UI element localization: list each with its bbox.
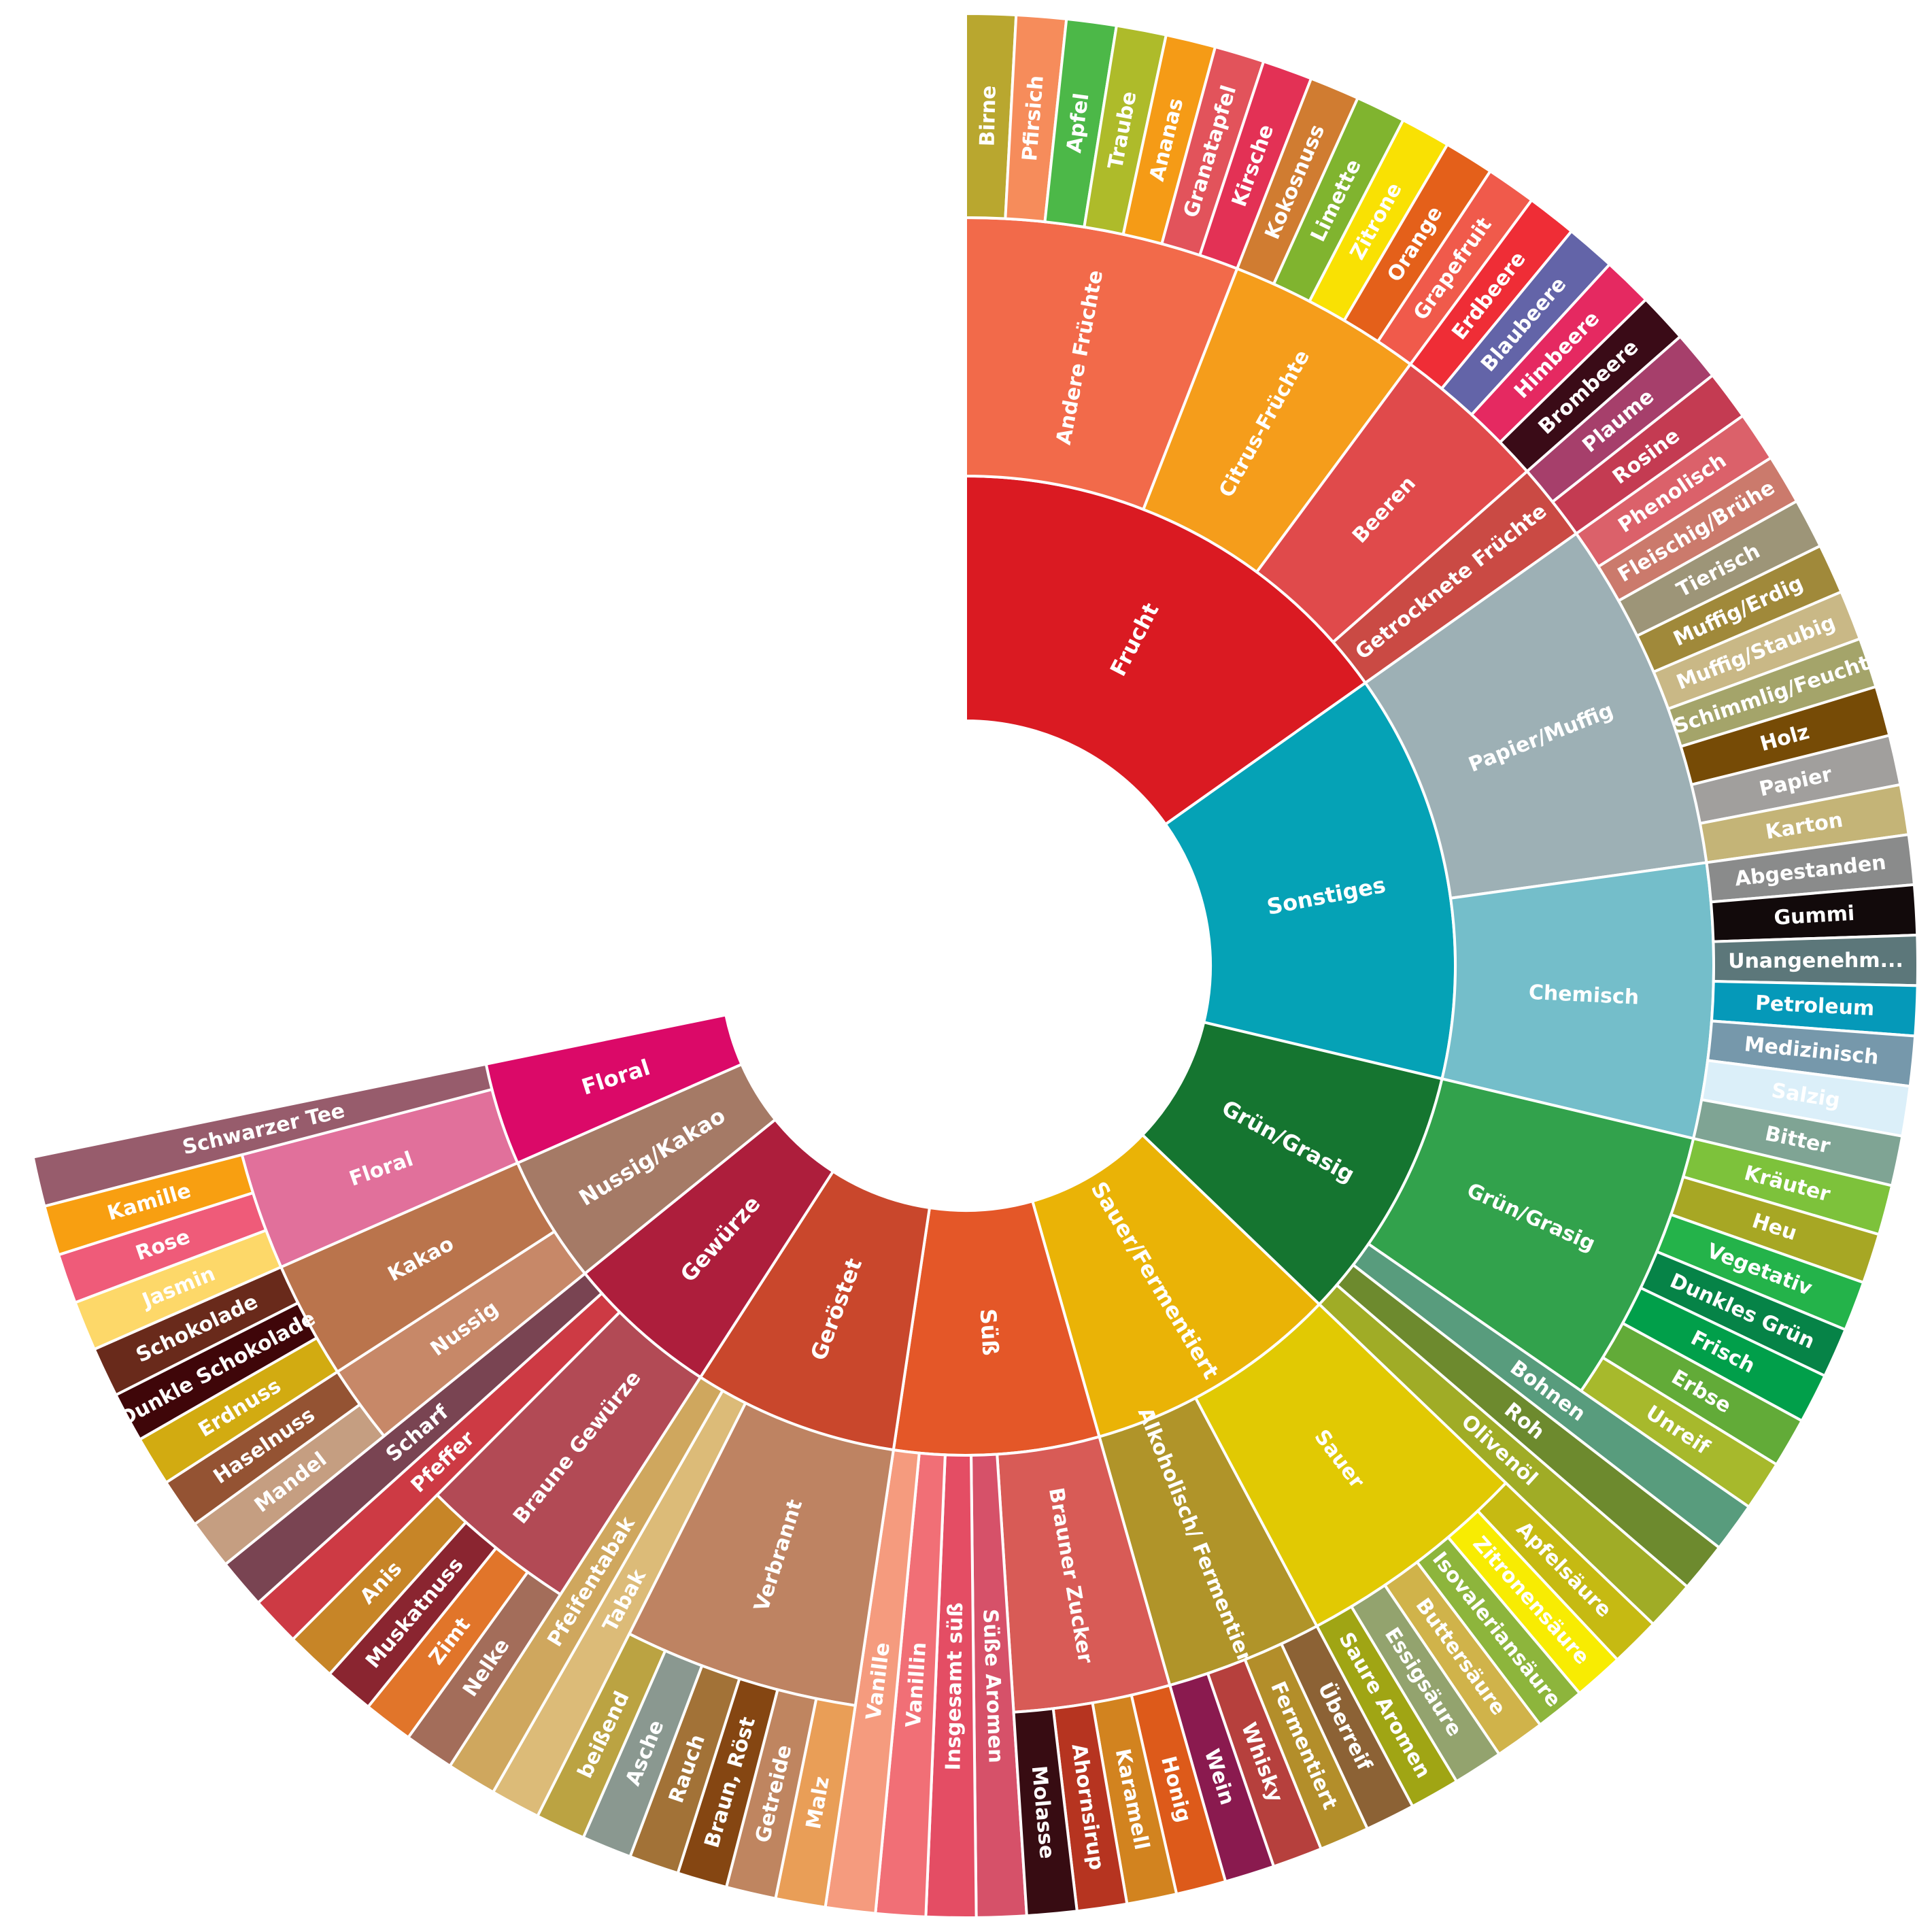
note-segment-beissend xyxy=(535,1631,667,1840)
center-hole xyxy=(721,721,1210,1210)
note-label-birne: Birne xyxy=(975,85,1000,147)
note-label-petroleum: Petroleum xyxy=(1755,992,1875,1021)
outer-ring: Birne Pfirsich Apfel Traube AnanasGranatapfe… xyxy=(43,12,1919,1918)
middle-ring: Andere Früchte Citrus-FrüchteBeerenGetroc… xyxy=(31,216,1751,1919)
note-segment-anis xyxy=(290,1493,468,1676)
note-segment-molasse xyxy=(1012,1707,1079,1918)
note-segment-unreif xyxy=(1579,1355,1779,1509)
note-segment-kamille xyxy=(43,1153,255,1257)
group-label-suesse-aromen: Süße Aromen xyxy=(978,1608,1008,1763)
group-label-chemisch: Chemisch xyxy=(1528,981,1640,1010)
group-segment-schwarzer-tee xyxy=(31,1062,494,1208)
group-label-vanillin: Vanillin xyxy=(902,1642,932,1729)
note-label-unangenehm: Unangenehm... xyxy=(1728,949,1903,973)
note-label-gummi: Gummi xyxy=(1774,902,1856,930)
tier-label-suess: Süß xyxy=(975,1308,1003,1356)
group-label-insgesamt-suess: Insgesamt süß xyxy=(941,1602,968,1771)
